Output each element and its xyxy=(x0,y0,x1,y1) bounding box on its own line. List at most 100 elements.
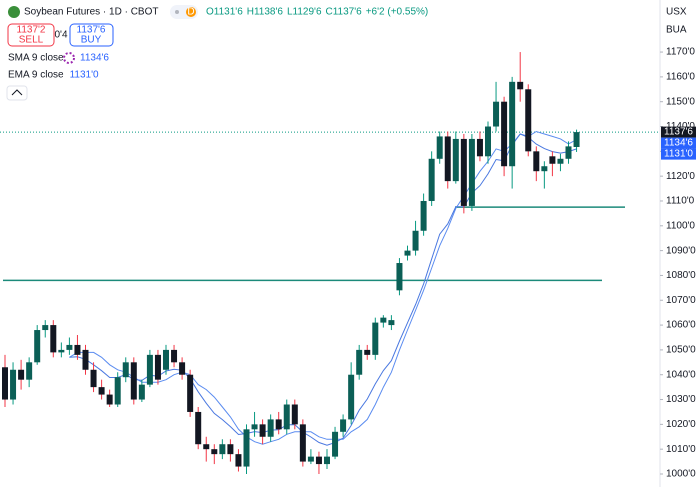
symbol-icon xyxy=(8,6,20,18)
candle-body xyxy=(42,325,49,331)
chevron xyxy=(11,89,23,96)
indicator-line xyxy=(69,130,577,445)
candle-body xyxy=(557,158,564,164)
scale-label: BUA xyxy=(666,25,687,36)
candle-body xyxy=(130,362,137,400)
candle-body xyxy=(283,404,290,430)
candle-body xyxy=(26,362,33,380)
candle-body xyxy=(66,344,73,350)
ohlc-value: L1129'6 xyxy=(287,7,322,18)
y-tick-label: 1110'0 xyxy=(666,196,695,207)
price-label-bg xyxy=(661,137,696,149)
y-tick-label: 1000'0 xyxy=(666,469,696,480)
candle-body xyxy=(235,454,242,467)
candle-body xyxy=(324,456,330,465)
y-tick-label: 1160'0 xyxy=(666,72,695,83)
candle-body xyxy=(259,424,266,437)
badge-circle xyxy=(186,7,196,17)
candle-body xyxy=(90,369,97,388)
ohlc-value: H1138'6 xyxy=(247,7,284,18)
price-label: 1131'0 xyxy=(664,149,693,160)
candle-body xyxy=(267,419,274,437)
candle-body xyxy=(275,419,282,430)
buy-price: 1137'6 xyxy=(77,25,106,36)
sell-label: SELL xyxy=(19,35,44,46)
candle-body xyxy=(541,166,548,172)
ohlc-value: +6'2 (+0.55%) xyxy=(366,7,429,18)
y-tick-label: 1170'0 xyxy=(666,47,695,58)
candle-body xyxy=(211,449,218,455)
y-tick-label: 1120'0 xyxy=(666,171,695,182)
candle-body xyxy=(493,101,500,127)
candle-body xyxy=(146,354,153,385)
sell-button[interactable] xyxy=(7,23,55,47)
indicator-value: 1131'0 xyxy=(70,70,99,81)
y-tick-label: 1010'0 xyxy=(666,444,696,455)
candle-body xyxy=(219,444,226,455)
candle-body xyxy=(122,362,129,378)
buy-button[interactable] xyxy=(69,23,114,47)
candle-body xyxy=(517,81,524,90)
candle-body xyxy=(50,325,57,353)
badge-dot xyxy=(175,10,179,14)
candle-body xyxy=(468,138,475,206)
indicator-name: EMA 9 close xyxy=(8,70,64,81)
candle-body xyxy=(251,424,258,430)
loading-icon xyxy=(63,52,75,64)
candle-body xyxy=(98,387,105,395)
collapse-button[interactable] xyxy=(6,85,28,101)
candle-body xyxy=(82,349,89,370)
candle-body xyxy=(340,419,347,432)
y-tick-label: 1100'0 xyxy=(666,220,695,231)
candle-body xyxy=(412,230,419,251)
candle-body xyxy=(179,362,186,375)
y-tick-label: 1060'0 xyxy=(666,320,696,331)
candle-body xyxy=(18,369,25,380)
indicator-line xyxy=(69,133,577,446)
candle-body xyxy=(227,444,234,455)
candle-body xyxy=(187,374,194,412)
candle-body xyxy=(388,320,395,326)
candle-body xyxy=(533,151,540,172)
interval-badge: D xyxy=(187,7,194,18)
candle-body xyxy=(565,146,572,159)
candle-body xyxy=(291,404,298,425)
candle-body xyxy=(114,377,121,405)
candle-body xyxy=(154,354,161,380)
candle-body xyxy=(299,424,306,462)
candle-body xyxy=(573,132,580,147)
candle-body xyxy=(428,158,435,201)
indicator-value: 1134'6 xyxy=(80,53,109,64)
candle-body xyxy=(485,126,491,157)
candle-body xyxy=(332,431,339,457)
candle-body xyxy=(460,138,467,206)
y-tick-label: 1090'0 xyxy=(666,245,696,256)
price-label: 1137'6 xyxy=(664,127,693,138)
candle-body xyxy=(243,429,250,467)
candle-body xyxy=(106,394,113,405)
candle-body xyxy=(58,349,65,353)
ohlc-value: C1137'6 xyxy=(326,7,363,18)
buy-label: BUY xyxy=(81,35,102,46)
candle-body xyxy=(452,138,459,182)
candle-body xyxy=(436,136,443,159)
ohlc-value: O1131'6 xyxy=(206,7,243,18)
candle-body xyxy=(420,200,427,231)
price-label: 1134'6 xyxy=(664,138,693,149)
candle-body xyxy=(476,138,483,157)
candle-body xyxy=(307,456,314,462)
indicator-name: SMA 9 close xyxy=(8,53,64,64)
candle-body xyxy=(171,349,178,363)
candle-body xyxy=(2,367,8,400)
candle-body xyxy=(10,369,17,400)
candle-body xyxy=(509,81,516,167)
y-tick-label: 1030'0 xyxy=(666,394,696,405)
candle-body xyxy=(549,156,556,164)
candle-body xyxy=(203,444,210,450)
y-tick-label: 1020'0 xyxy=(666,419,696,430)
candle-body xyxy=(372,322,379,355)
y-tick-label: 1080'0 xyxy=(666,270,696,281)
candle-body xyxy=(138,384,145,400)
spread: 0'4 xyxy=(54,30,67,41)
